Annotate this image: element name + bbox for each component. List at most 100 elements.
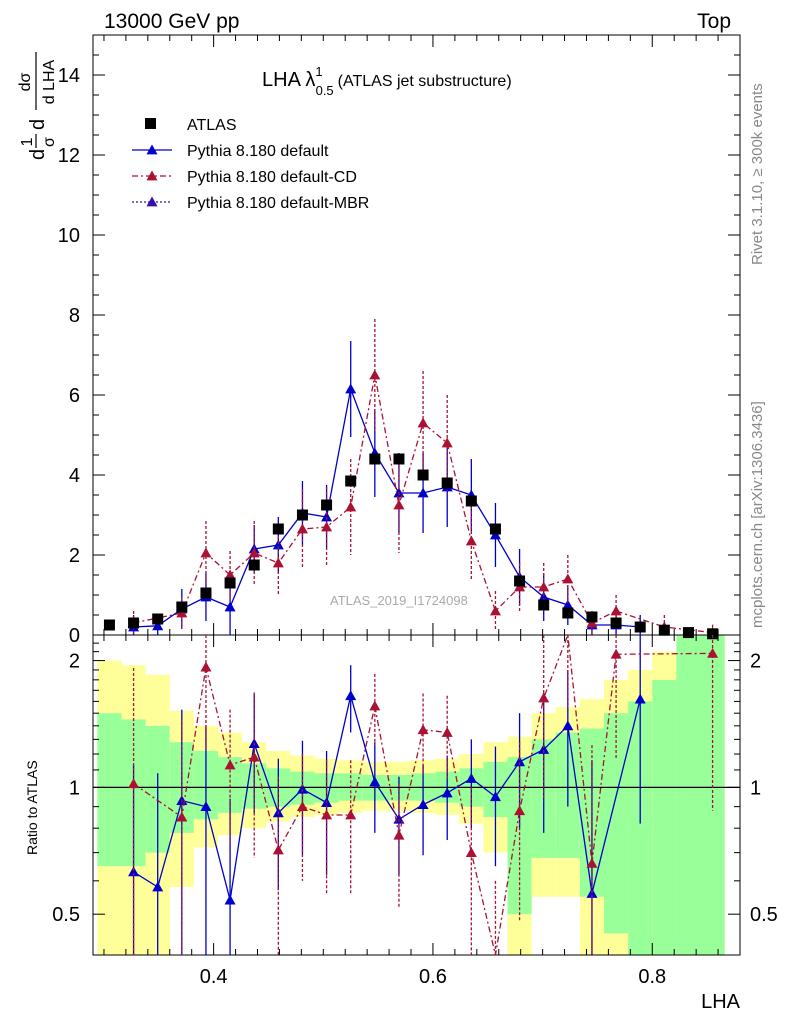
header-left: 13000 GeV pp (104, 10, 239, 33)
ratio-marker-1 (345, 809, 357, 820)
ratio-y-tick-label-right: 2 (750, 651, 761, 673)
ratio-panel-frame (92, 634, 741, 956)
ratio-ylabel: Ratio to ATLAS (24, 760, 40, 855)
y-tick-label: 8 (69, 305, 80, 327)
ratio-y-tick-label-right: 1 (750, 777, 761, 799)
rivet-label: Rivet 3.1.10, ≥ 300k events (749, 83, 766, 265)
ratio-marker-1 (465, 847, 477, 858)
y-tick-label: 10 (58, 225, 80, 247)
band-green (604, 713, 629, 934)
series-marker-1 (345, 501, 357, 512)
atlas-marker (152, 613, 164, 625)
ratio-marker-1 (514, 805, 526, 816)
ratio-marker-1 (610, 648, 622, 659)
atlas-marker (514, 575, 526, 587)
series-marker-0 (224, 601, 236, 612)
ratio-marker-0 (296, 783, 308, 794)
atlas-marker (441, 477, 453, 489)
ratio-y-tick-label: 0.5 (52, 904, 80, 926)
ratio-marker-0 (441, 787, 453, 798)
atlas-marker (658, 624, 670, 636)
y-tick-label: 0 (69, 625, 80, 647)
legend-marker (146, 170, 158, 181)
x-axis-label: LHA (701, 991, 741, 1013)
atlas-marker (610, 617, 622, 629)
ylabel-d2: d (27, 119, 49, 130)
series-marker-0 (562, 599, 574, 610)
plot-title-main: LHA λ (262, 69, 315, 91)
series-marker-0 (272, 539, 284, 550)
atlas-marker (417, 469, 429, 481)
ratio-marker-0 (200, 801, 212, 812)
legend-label: Pythia 8.180 default-CD (187, 169, 357, 186)
x-tick-label: 0.8 (638, 966, 666, 988)
series-marker-0 (417, 487, 429, 498)
ylabel-frac-den: d LHA (41, 59, 58, 104)
plot-title-suffix: (ATLAS jet substructure) (338, 73, 512, 90)
atlas-marker (586, 611, 598, 623)
y-tick-label: 12 (58, 145, 80, 167)
ratio-marker-1 (417, 724, 429, 735)
ratio-marker-0 (465, 772, 477, 783)
series-marker-0 (538, 591, 550, 602)
ratio-marker-0 (128, 866, 140, 877)
band-green (676, 635, 701, 955)
x-tick-label: 0.4 (200, 966, 228, 988)
ratio-marker-1 (321, 809, 333, 820)
series-marker-0 (152, 620, 164, 631)
series-marker-1 (610, 605, 622, 616)
series-line-0 (133, 386, 641, 628)
legend-label: ATLAS (187, 117, 237, 134)
ratio-marker-0 (417, 799, 429, 810)
ratio-marker-1 (296, 801, 308, 812)
ratio-y-tick-label: 2 (69, 651, 80, 673)
atlas-marker (224, 577, 236, 589)
ratio-marker-1 (176, 811, 188, 822)
ratio-marker-1 (538, 692, 550, 703)
atlas-marker (465, 495, 477, 507)
ratio-marker-0 (562, 720, 574, 731)
ylabel-den: σ (41, 137, 58, 147)
atlas-marker (128, 617, 140, 629)
series-marker-1 (489, 605, 501, 616)
atlas-marker (176, 601, 188, 613)
ratio-marker-1 (200, 661, 212, 672)
ratio-marker-1 (707, 647, 719, 658)
atlas-marker (321, 499, 333, 511)
ratio-marker-0 (489, 791, 501, 802)
legend-marker-atlas (145, 118, 156, 129)
series-marker-1 (562, 573, 574, 584)
ratio-marker-1 (369, 700, 381, 711)
series-marker-1 (224, 569, 236, 580)
series-line-1 (133, 374, 713, 634)
ylabel-frac-num: dσ (17, 72, 34, 91)
y-tick-label: 2 (69, 545, 80, 567)
atlas-marker (369, 453, 381, 465)
atlas-marker (489, 523, 501, 535)
band-green (97, 713, 122, 867)
ratio-marker-1 (248, 751, 260, 762)
series-marker-1 (441, 437, 453, 448)
x-tick-label: 0.6 (419, 966, 447, 988)
series-marker-1 (417, 417, 429, 428)
legend-marker (146, 196, 158, 207)
legend: ATLAS Pythia 8.180 default Pythia 8.180 de… (132, 117, 369, 212)
ratio-data (128, 634, 719, 956)
legend-marker (146, 144, 158, 155)
ratio-bands (93, 635, 740, 955)
ylabel-d1: d (27, 149, 49, 160)
atlas-marker (200, 587, 212, 599)
atlas-marker (707, 628, 719, 640)
header-right: Top (697, 10, 731, 33)
ratio-marker-0 (369, 776, 381, 787)
ratio-marker-0 (634, 693, 646, 704)
atlas-marker (296, 509, 308, 521)
atlas-marker (272, 523, 284, 535)
series-marker-1 (248, 547, 260, 558)
ratio-marker-0 (538, 744, 550, 754)
ratio-y-tick-label-right: 0.5 (750, 904, 778, 926)
atlas-marker (103, 619, 115, 631)
series-marker-1 (321, 521, 333, 532)
